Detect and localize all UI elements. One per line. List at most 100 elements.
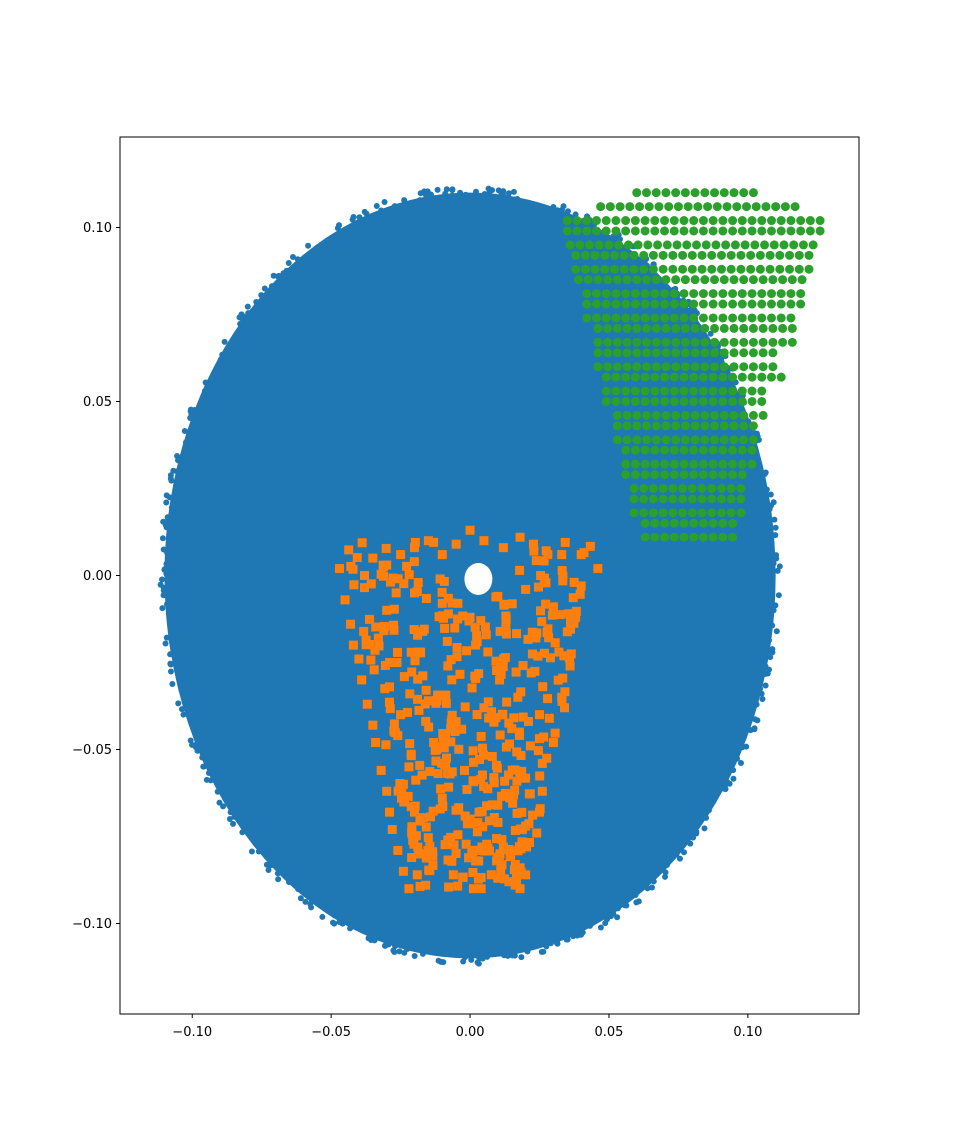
blue-point bbox=[516, 206, 523, 213]
green-point bbox=[700, 410, 710, 420]
green-point bbox=[641, 362, 651, 372]
orange-point bbox=[407, 853, 417, 863]
orange-point bbox=[518, 712, 528, 722]
blue-point bbox=[522, 936, 529, 943]
green-point bbox=[650, 532, 660, 542]
blue-point bbox=[412, 208, 419, 215]
orange-point bbox=[550, 638, 560, 648]
blue-point bbox=[241, 822, 248, 829]
orange-point bbox=[417, 770, 427, 780]
blue-point bbox=[564, 208, 571, 215]
blue-point bbox=[357, 219, 364, 226]
blue-point bbox=[752, 716, 759, 723]
orange-point bbox=[418, 626, 428, 636]
blue-point bbox=[254, 309, 261, 316]
green-point bbox=[593, 323, 603, 333]
orange-point bbox=[533, 746, 543, 756]
blue-point bbox=[178, 686, 185, 693]
green-point bbox=[603, 275, 613, 285]
blue-point bbox=[326, 242, 333, 249]
blue-point bbox=[192, 417, 199, 424]
green-point bbox=[707, 508, 717, 518]
green-point bbox=[640, 216, 650, 226]
green-point bbox=[747, 216, 757, 226]
green-point bbox=[689, 459, 699, 469]
green-point bbox=[591, 216, 601, 226]
green-point bbox=[736, 494, 746, 504]
orange-point bbox=[395, 779, 405, 789]
orange-point bbox=[489, 813, 499, 823]
orange-point bbox=[436, 784, 446, 794]
green-point bbox=[787, 323, 797, 333]
blue-point bbox=[365, 935, 372, 942]
green-point bbox=[687, 508, 697, 518]
green-point bbox=[621, 216, 631, 226]
green-point bbox=[766, 372, 776, 382]
orange-point bbox=[513, 846, 523, 856]
green-point bbox=[669, 313, 679, 323]
green-point bbox=[729, 348, 739, 358]
green-point bbox=[718, 396, 728, 406]
blue-point bbox=[558, 926, 565, 933]
orange-point bbox=[510, 785, 520, 795]
orange-point bbox=[522, 842, 532, 852]
green-point bbox=[755, 250, 765, 260]
green-point bbox=[710, 337, 720, 347]
orange-point bbox=[495, 730, 505, 740]
blue-point bbox=[457, 189, 464, 196]
green-point bbox=[748, 421, 758, 431]
orange-point bbox=[515, 867, 525, 877]
green-point bbox=[775, 250, 785, 260]
blue-point bbox=[593, 914, 600, 921]
blue-point bbox=[201, 398, 208, 405]
green-point bbox=[640, 386, 650, 396]
green-point bbox=[728, 289, 738, 299]
blue-point bbox=[717, 767, 724, 774]
green-point bbox=[700, 362, 710, 372]
blue-point bbox=[184, 683, 191, 690]
orange-point bbox=[576, 581, 586, 591]
green-point bbox=[789, 240, 799, 250]
blue-point bbox=[243, 330, 250, 337]
green-point bbox=[640, 313, 650, 323]
blue-point bbox=[385, 210, 392, 217]
green-point bbox=[689, 396, 699, 406]
orange-point bbox=[460, 702, 470, 712]
orange-point bbox=[460, 811, 470, 821]
orange-point bbox=[515, 532, 525, 542]
green-point bbox=[719, 421, 729, 431]
blue-point bbox=[173, 478, 180, 485]
orange-point bbox=[421, 716, 431, 726]
blue-point bbox=[772, 602, 779, 609]
blue-point bbox=[163, 634, 170, 641]
orange-point bbox=[489, 717, 499, 727]
green-point bbox=[797, 275, 807, 285]
blue-point bbox=[267, 286, 274, 293]
orange-point bbox=[446, 832, 456, 842]
blue-point bbox=[716, 776, 723, 783]
green-point bbox=[679, 470, 689, 480]
blue-point bbox=[157, 581, 164, 588]
blue-point bbox=[534, 938, 541, 945]
green-point bbox=[737, 459, 747, 469]
blue-point bbox=[749, 697, 756, 704]
orange-point bbox=[458, 611, 468, 621]
blue-point bbox=[699, 814, 706, 821]
green-point bbox=[582, 216, 592, 226]
orange-point bbox=[512, 629, 522, 639]
green-point bbox=[651, 188, 661, 198]
green-point bbox=[572, 216, 582, 226]
green-point bbox=[680, 410, 690, 420]
blue-point bbox=[707, 330, 714, 337]
orange-point bbox=[361, 640, 371, 650]
orange-point bbox=[406, 749, 416, 759]
orange-point bbox=[431, 698, 441, 708]
blue-point bbox=[163, 499, 170, 506]
orange-point bbox=[409, 807, 419, 817]
green-point bbox=[629, 264, 639, 274]
green-point bbox=[679, 459, 689, 469]
orange-point bbox=[539, 556, 549, 566]
blue-point bbox=[319, 893, 326, 900]
green-point bbox=[719, 362, 729, 372]
orange-point bbox=[380, 684, 390, 694]
